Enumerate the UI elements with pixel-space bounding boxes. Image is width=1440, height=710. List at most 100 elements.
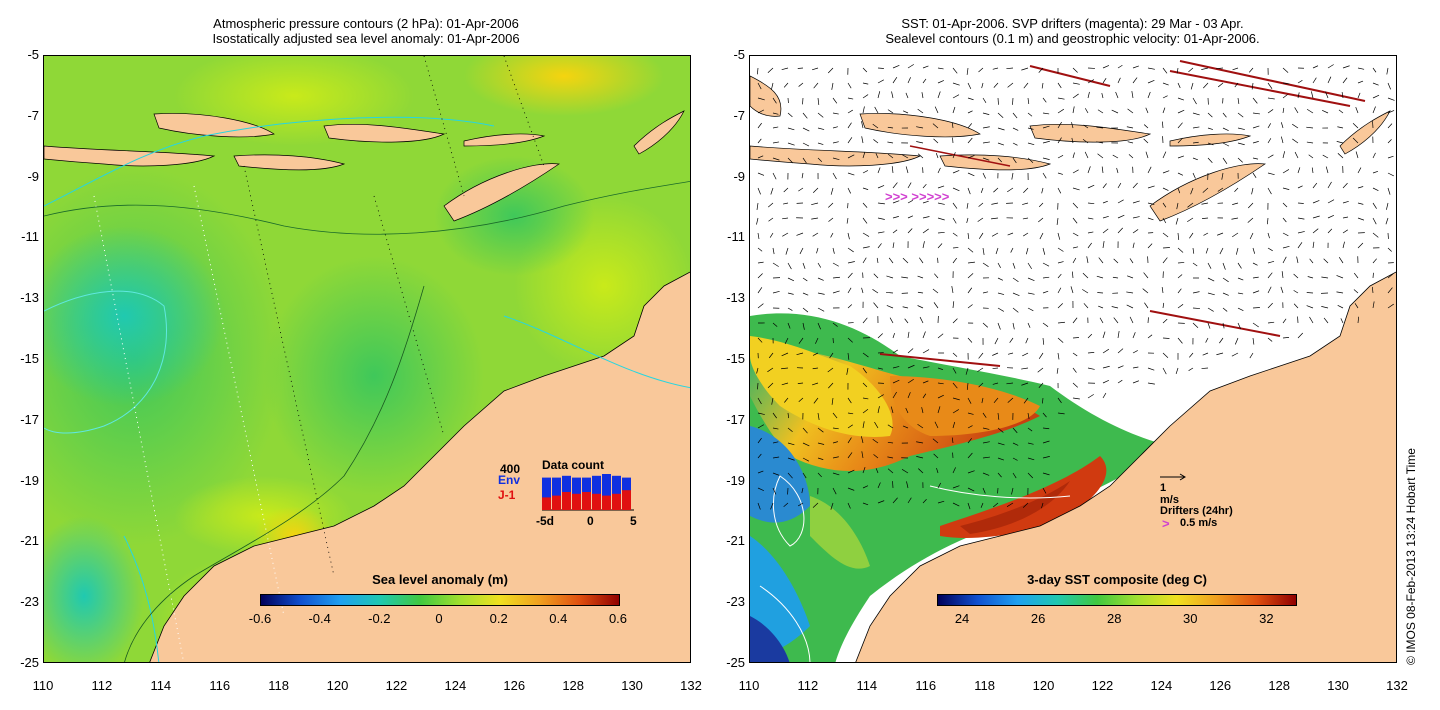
velocity-arrow: [873, 139, 879, 144]
velocity-arrow: [1027, 97, 1030, 105]
velocity-arrow: [847, 122, 852, 129]
velocity-arrow: [1007, 232, 1014, 236]
velocity-arrow: [1267, 321, 1275, 324]
velocity-arrow: [769, 232, 774, 238]
velocity-arrow: [1387, 273, 1394, 279]
velocity-arrow: [771, 397, 774, 405]
velocity-arrow: [847, 452, 853, 459]
velocity-arrow: [1247, 217, 1254, 223]
velocity-arrow: [1282, 256, 1287, 264]
velocity-arrow: [772, 97, 777, 104]
velocity-arrow: [1056, 367, 1059, 374]
velocity-arrow: [1042, 456, 1050, 459]
velocity-arrow: [829, 352, 834, 359]
velocity-arrow: [1072, 317, 1078, 324]
velocity-arrow: [1177, 304, 1184, 309]
velocity-arrow: [1042, 427, 1050, 430]
velocity-arrow: [1039, 232, 1044, 240]
velocity-arrow: [997, 112, 1004, 118]
velocity-arrow: [952, 352, 958, 357]
velocity-arrow: [1084, 108, 1089, 114]
velocity-arrow: [1357, 167, 1362, 174]
right-xtick-7: 124: [1150, 678, 1173, 693]
left-title: Atmospheric pressure contours (2 hPa): 0…: [40, 16, 692, 46]
velocity-arrow: [917, 108, 924, 114]
velocity-arrow: [1057, 261, 1064, 264]
velocity-arrow: [770, 502, 774, 510]
velocity-arrow: [982, 472, 990, 476]
velocity-arrow: [1188, 367, 1194, 372]
velocity-arrow: [918, 468, 924, 474]
velocity-arrow: [937, 243, 943, 249]
velocity-arrow: [812, 352, 819, 356]
velocity-arrow: [1072, 257, 1077, 264]
velocity-arrow: [1177, 172, 1184, 176]
velocity-arrow: [1143, 124, 1149, 129]
velocity-arrow: [978, 352, 984, 359]
velocity-arrow: [982, 322, 989, 328]
velocity-arrow: [1012, 142, 1018, 146]
velocity-arrow: [1293, 303, 1299, 309]
velocity-arrow: [862, 352, 869, 358]
velocity-arrow: [981, 397, 984, 404]
velocity-arrow: [1057, 321, 1065, 324]
velocity-arrow: [1282, 169, 1290, 174]
velocity-arrow: [781, 382, 789, 386]
velocity-arrow: [1072, 232, 1079, 237]
velocity-arrow: [1192, 172, 1196, 179]
velocity-arrow: [1027, 157, 1034, 164]
velocity-arrow: [1387, 82, 1391, 90]
velocity-arrow: [997, 277, 1004, 281]
velocity-arrow: [1282, 217, 1287, 223]
velocity-arrow: [781, 367, 789, 370]
velocity-arrow: [1177, 155, 1185, 159]
velocity-arrow: [772, 247, 775, 255]
velocity-arrow: [781, 352, 789, 357]
velocity-arrow: [937, 382, 944, 385]
velocity-arrow: [1252, 276, 1259, 279]
velocity-arrow: [1087, 91, 1090, 99]
velocity-arrow: [787, 322, 791, 329]
velocity-arrow: [997, 427, 1004, 433]
velocity-arrow: [997, 412, 1000, 420]
velocity-arrow: [1143, 272, 1149, 279]
velocity-arrow: [1126, 126, 1134, 129]
velocity-arrow: [1237, 262, 1242, 269]
velocity-arrow: [1132, 380, 1139, 384]
velocity-arrow: [1027, 427, 1033, 432]
velocity-arrow: [967, 187, 971, 195]
velocity-arrow: [1192, 112, 1200, 116]
velocity-arrow: [1011, 487, 1014, 495]
velocity-arrow: [937, 333, 944, 339]
velocity-arrow: [967, 412, 974, 415]
velocity-arrow: [967, 82, 972, 90]
velocity-arrow: [1354, 303, 1359, 309]
velocity-arrow: [1042, 112, 1050, 115]
velocity-arrow: [1307, 276, 1314, 279]
velocity-arrow: [1237, 127, 1245, 130]
velocity-arrow: [1201, 67, 1209, 70]
velocity-arrow: [862, 466, 866, 474]
velocity-arrow: [952, 409, 960, 414]
velocity-arrow: [1297, 185, 1303, 189]
inset-xtick-1: 0: [587, 514, 594, 528]
velocity-arrow: [1072, 246, 1079, 249]
velocity-arrow: [1177, 187, 1181, 194]
velocity-arrow: [1252, 97, 1258, 104]
velocity-arrow: [1192, 141, 1199, 144]
velocity-arrow: [1041, 82, 1044, 89]
velocity-arrow: [862, 67, 868, 73]
velocity-arrow: [1012, 472, 1017, 479]
velocity-arrow: [1007, 352, 1014, 355]
velocity-arrow: [847, 304, 853, 309]
velocity-arrow: [1083, 303, 1089, 309]
velocity-arrow: [772, 472, 780, 476]
velocity-arrow: [1147, 217, 1154, 221]
velocity-arrow: [1281, 136, 1284, 144]
sst-cb-tick-4: 32: [1259, 611, 1274, 626]
velocity-arrow: [1192, 126, 1200, 129]
velocity-arrow: [907, 182, 912, 189]
velocity-arrow: [1372, 94, 1380, 99]
velocity-arrow: [1072, 352, 1078, 357]
velocity-arrow: [1042, 487, 1047, 494]
